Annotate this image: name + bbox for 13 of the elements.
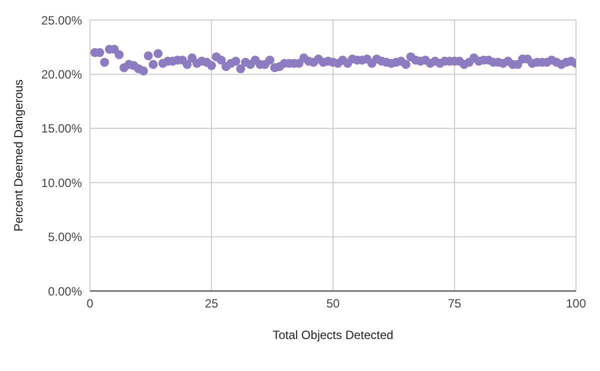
x-tick-label: 100	[566, 296, 586, 311]
x-axis-title: Total Objects Detected	[272, 328, 394, 342]
y-tick-label: 25.00%	[41, 13, 82, 28]
x-tick-label: 0	[86, 296, 94, 311]
y-tick-label: 20.00%	[41, 67, 82, 82]
y-tick-label: 15.00%	[41, 122, 82, 136]
x-tick-label: 25	[204, 296, 218, 311]
y-tick-label: 5.00%	[48, 230, 82, 244]
x-tick-label: 75	[448, 296, 462, 311]
y-tick-label: 10.00%	[41, 176, 82, 190]
y-axis-title: Percent Deemed Dangerous	[11, 79, 26, 232]
x-tick-label: 50	[326, 296, 340, 311]
y-tick-label: 0.00%	[48, 284, 82, 298]
